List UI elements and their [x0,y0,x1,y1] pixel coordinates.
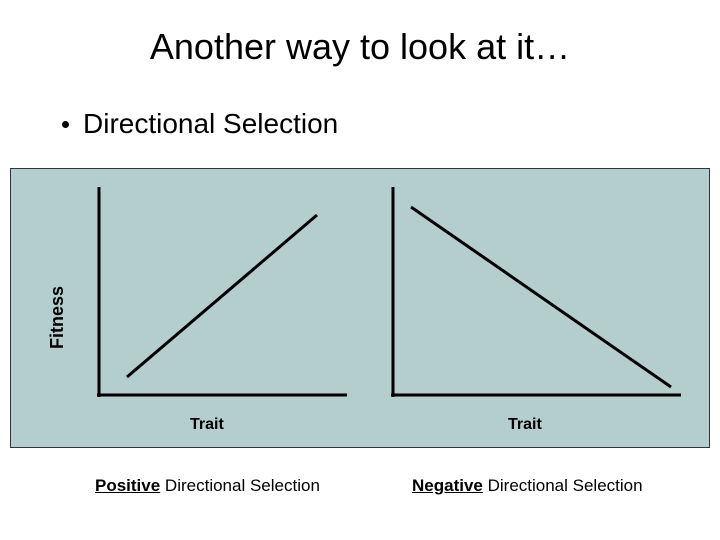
caption-left: Positive Directional Selection [95,476,320,496]
x-axis-label-left: Trait [190,416,224,434]
bullet-item: Directional Selection [62,108,338,140]
bullet-dot-icon [62,121,69,128]
caption-right-rest: Directional Selection [483,476,643,495]
y-axis-label: Fitness [47,286,68,349]
bullet-text: Directional Selection [83,108,338,140]
x-axis-label-right: Trait [508,416,542,434]
chart-left [97,187,347,397]
chart-right [391,187,681,397]
chart-panel: Fitness [10,168,710,448]
caption-right-bold: Negative [412,476,483,495]
slide-title: Another way to look at it… [0,26,720,68]
slide: Another way to look at it… Directional S… [0,0,720,540]
caption-right: Negative Directional Selection [412,476,643,496]
caption-left-rest: Directional Selection [160,476,320,495]
caption-left-bold: Positive [95,476,160,495]
